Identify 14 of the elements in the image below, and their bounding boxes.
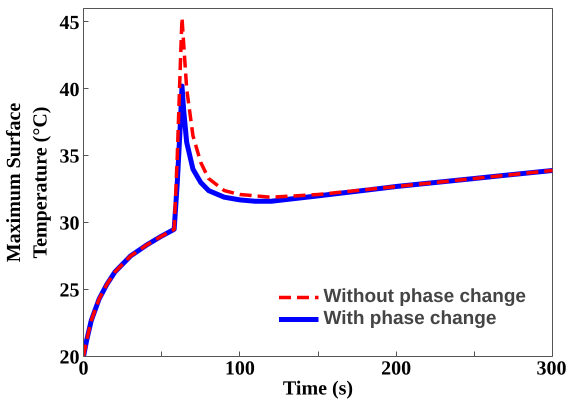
x-tick-label: 300	[536, 358, 566, 380]
y-tick-label: 20	[60, 346, 80, 368]
x-axis-title: Time (s)	[282, 378, 354, 400]
x-tick-label: 100	[224, 358, 255, 380]
y-tick-label: 35	[60, 146, 80, 168]
y-tick-label: 40	[60, 78, 80, 101]
y-axis-title: Maximum Surface Temperature (°C)	[3, 102, 52, 262]
legend-label: With phase change	[323, 308, 496, 330]
y-tick-label: 25	[60, 280, 80, 302]
x-tick-label: 0	[78, 358, 88, 380]
x-tick-label: 200	[381, 358, 412, 380]
y-tick-label: 30	[60, 212, 80, 235]
y-tick-label: 45	[60, 12, 80, 34]
legend-label: Without phase change	[323, 286, 526, 308]
